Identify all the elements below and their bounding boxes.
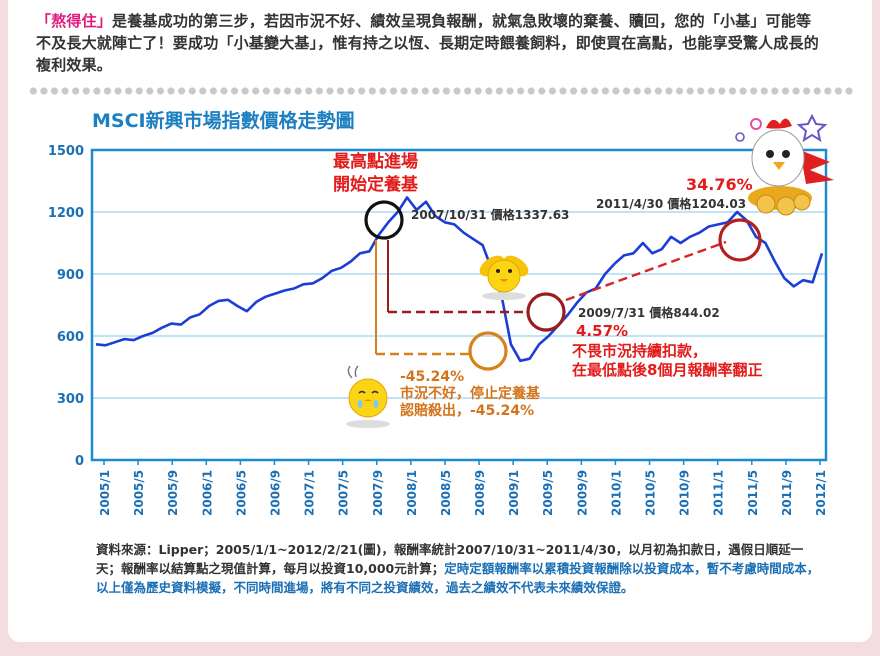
x-tick-label: 2009/9 <box>575 470 589 516</box>
low-marker <box>526 292 566 332</box>
recovery-guide <box>565 240 727 302</box>
y-tick-label: 900 <box>57 268 84 283</box>
exit-marker <box>468 331 508 371</box>
content-card <box>8 0 872 642</box>
low-price-label: 2009/7/31 價格844.02 <box>578 305 720 320</box>
end-price-label: 2011/4/30 價格1204.03 <box>596 196 746 211</box>
stop-return-label: -45.24% <box>400 369 464 385</box>
footnote: 資料來源：Lipper；2005/1/1~2012/2/21(圖)，報酬率統計2… <box>96 540 826 597</box>
x-tick-label: 2006/5 <box>234 470 248 516</box>
y-tick-label: 1200 <box>48 206 84 221</box>
x-tick-label: 2006/1 <box>200 470 214 516</box>
x-tick-label: 2007/1 <box>303 470 317 516</box>
chart-title: MSCI新興市場指數價格走勢圖 <box>92 110 355 132</box>
x-tick-label: 2010/5 <box>644 470 658 516</box>
x-tick-label: 2009/1 <box>507 470 521 516</box>
end-return-label: 34.76% <box>686 175 753 194</box>
footnote-source: 資料來源：Lipper；2005/1/1~2012/2/21(圖)，報酬率統計2… <box>96 542 804 576</box>
series-line <box>95 196 824 363</box>
end-marker <box>718 218 762 262</box>
y-tick-label: 600 <box>57 330 84 345</box>
x-tick-label: 2007/5 <box>337 470 351 516</box>
intro-highlight: 「熬得住」 <box>36 12 113 30</box>
intro-paragraph: 「熬得住」是養基成功的第三步，若因市況不好、績效呈現負報酬，就氣急敗壞的棄養、贖… <box>36 10 826 76</box>
sad-chick-icon <box>346 365 390 428</box>
x-tick-label: 2006/9 <box>268 470 282 516</box>
x-tick-label: 2007/9 <box>371 470 385 516</box>
x-tick-label: 2011/5 <box>746 470 760 516</box>
x-tick-label: 2011/9 <box>780 470 794 516</box>
intro-text: 是養基成功的第三步，若因市況不好、績效呈現負報酬，就氣急敗壞的棄養、贖回，您的「… <box>36 12 819 74</box>
y-tick-label: 0 <box>75 454 84 469</box>
x-tick-label: 2005/9 <box>166 470 180 516</box>
low-return-label: 4.57% <box>576 322 628 340</box>
peak-price-label: 2007/10/31 價格1337.63 <box>411 207 569 222</box>
plot-frame <box>90 148 828 462</box>
dotted-divider <box>28 86 854 96</box>
x-tick-label: 2010/1 <box>609 470 623 516</box>
x-tick-label: 2010/9 <box>678 470 692 516</box>
x-tick-label: 2008/9 <box>473 470 487 516</box>
keep-buying-label-1: 不畏市況持續扣款， <box>572 342 707 360</box>
x-tick-label: 2012/1 <box>814 470 828 516</box>
entry-label-2: 開始定養基 <box>333 174 419 195</box>
entry-label-1: 最高點進場 <box>333 151 418 172</box>
footnote-disclaimer: 定時定額報酬率以累積投資報酬除以投資成本，暫不考慮時間成本，以上僅為歷史資料模擬… <box>96 561 820 595</box>
x-tick-label: 2008/5 <box>439 470 453 516</box>
x-tick-label: 2005/5 <box>132 470 146 516</box>
x-tick-label: 2011/1 <box>712 470 726 516</box>
peak-marker <box>364 200 404 240</box>
stop-label-2: 認賠殺出，-45.24% <box>400 402 534 419</box>
x-tick-label: 2008/1 <box>405 470 419 516</box>
y-tick-label: 1500 <box>48 144 84 159</box>
x-tick-label: 2005/1 <box>98 470 112 516</box>
keep-buying-label-2: 在最低點後8個月報酬率翻正 <box>572 361 762 379</box>
rooster-mascot-icon <box>735 113 834 216</box>
x-tick-label: 2009/5 <box>541 470 555 516</box>
stop-label-1: 市況不好，停止定養基 <box>400 385 541 402</box>
y-tick-label: 300 <box>57 392 84 407</box>
happy-chick-icon <box>479 255 529 300</box>
